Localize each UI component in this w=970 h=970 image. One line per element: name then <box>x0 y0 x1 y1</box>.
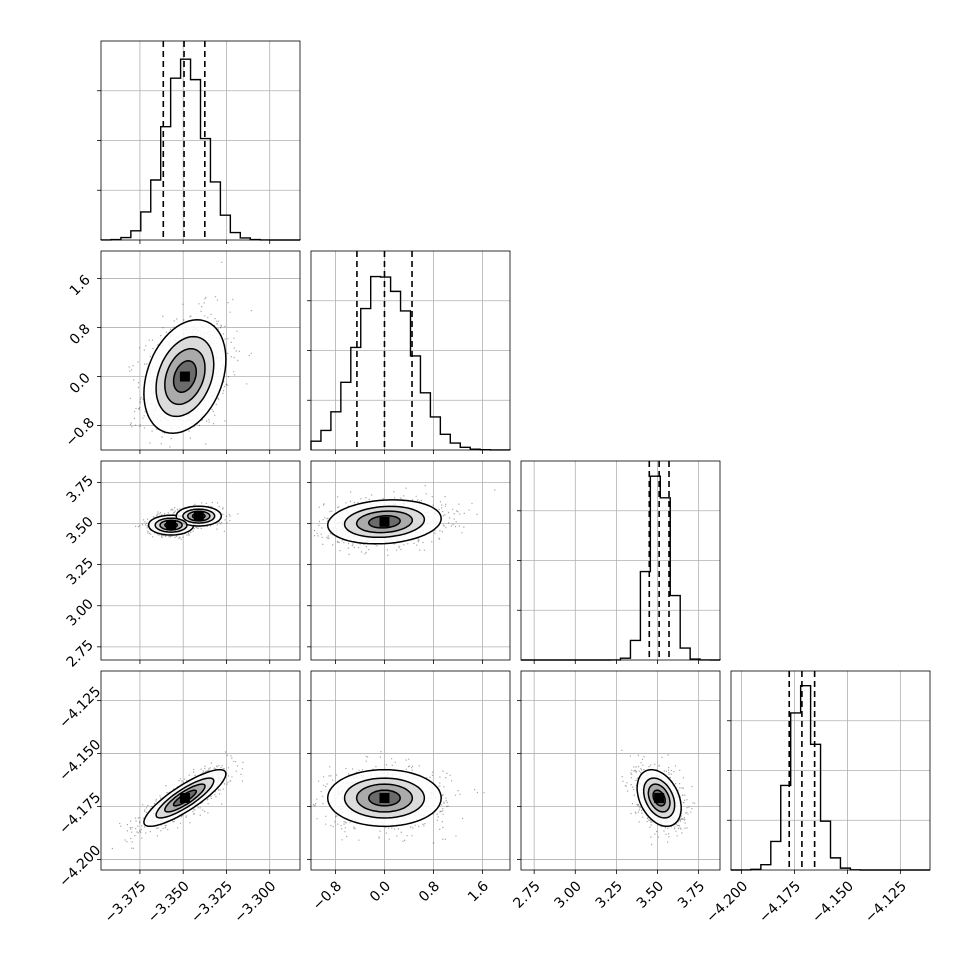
hist-panel-2 <box>517 461 721 661</box>
x-tick-label: 3.50 <box>634 878 667 911</box>
panel-frame <box>100 460 301 661</box>
y-tick-label: −4.175 <box>56 790 104 838</box>
scatter-panel-3-1 <box>311 671 510 870</box>
scatter-panel-3-0 <box>101 671 300 870</box>
x-tick-label: −0.8 <box>310 878 345 913</box>
density-peak <box>179 371 190 382</box>
x-tick-label: 3.00 <box>552 878 585 911</box>
x-tick-label: −3.350 <box>145 878 193 926</box>
scatter-panel-1-0 <box>101 251 300 450</box>
panel-frame <box>310 670 511 871</box>
y-tick-label: −0.8 <box>63 415 98 450</box>
x-tick-label: 3.75 <box>675 878 708 911</box>
y-tick-label: 3.50 <box>64 514 97 547</box>
y-tick-label: 2.75 <box>64 637 97 670</box>
panel-frame <box>730 670 931 871</box>
x-tick-label: −4.125 <box>862 878 910 926</box>
panel-frame <box>100 40 301 241</box>
density-peak <box>179 793 190 804</box>
histogram-step <box>310 275 511 451</box>
x-tick-label: 0.8 <box>416 878 443 905</box>
y-tick-label: −4.125 <box>56 684 104 732</box>
x-tick-label: −4.175 <box>756 878 804 926</box>
density-peak <box>654 793 665 804</box>
y-tick-label: 0.8 <box>67 321 94 348</box>
panel-frame <box>100 250 301 451</box>
x-tick-label: 3.25 <box>593 878 626 911</box>
hist-panel-3 <box>727 671 930 871</box>
panel-frame <box>100 670 301 871</box>
y-tick-label: −4.200 <box>56 843 104 891</box>
y-tick-label: 1.6 <box>67 272 94 299</box>
y-tick-label: 0.0 <box>67 370 94 397</box>
x-tick-label: −4.200 <box>703 878 751 926</box>
hist-panel-1 <box>307 251 511 451</box>
density-peak <box>379 516 390 527</box>
y-tick-label: −4.150 <box>56 737 104 785</box>
panel-frame <box>310 250 511 451</box>
x-tick-label: −3.325 <box>188 878 236 926</box>
x-tick-label: −3.375 <box>102 878 150 926</box>
density-peak <box>379 793 390 804</box>
y-tick-label: 3.25 <box>64 555 97 588</box>
density-peak <box>193 511 204 522</box>
y-tick-label: 3.75 <box>64 473 97 506</box>
density-peak <box>166 520 177 531</box>
x-tick-label: 2.75 <box>510 878 543 911</box>
histogram-step <box>100 58 300 241</box>
panel-frame <box>310 460 511 661</box>
scatter-panel-2-1 <box>311 461 510 660</box>
scatter-panel-3-2 <box>521 671 720 870</box>
panel-frame <box>520 460 721 661</box>
x-tick-label: −3.300 <box>231 878 279 926</box>
histogram-step <box>521 475 721 661</box>
x-tick-label: 1.6 <box>465 878 492 905</box>
x-tick-label: −4.150 <box>809 878 857 926</box>
scatter-panel-2-0 <box>101 461 300 660</box>
y-tick-label: 3.00 <box>64 596 97 629</box>
x-tick-label: 0.0 <box>367 878 394 905</box>
panel-frame <box>520 670 721 871</box>
hist-panel-0 <box>97 41 300 241</box>
